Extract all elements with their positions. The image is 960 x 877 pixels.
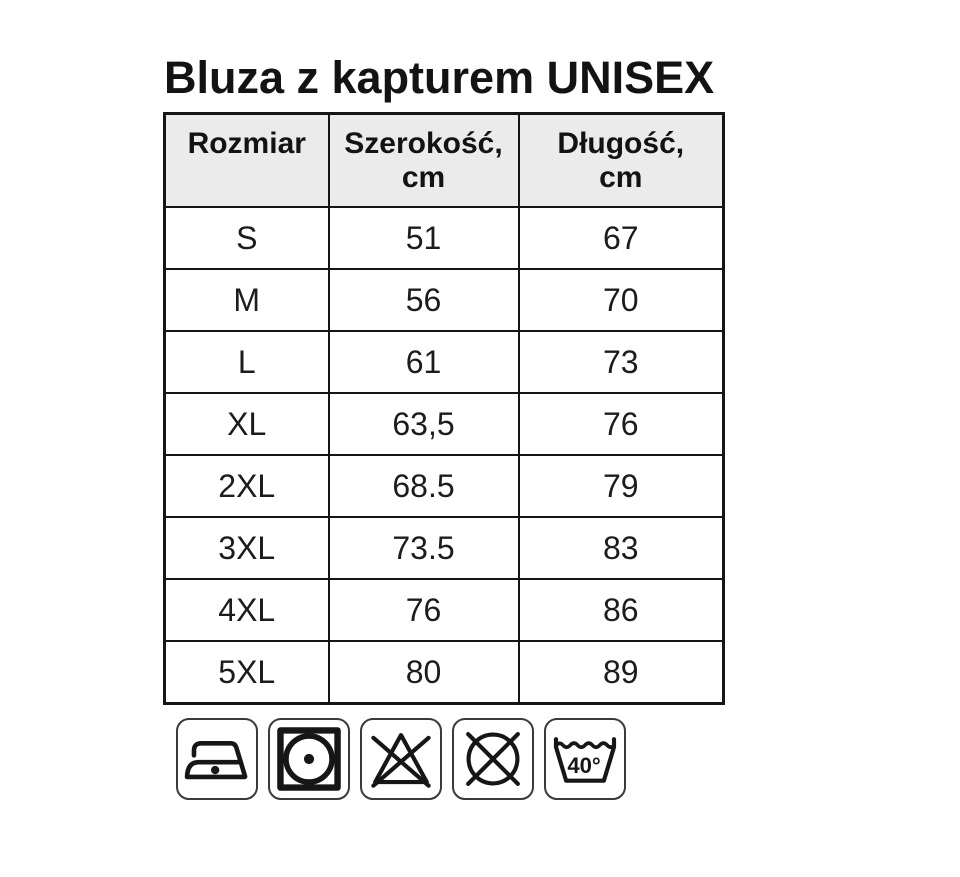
do-not-bleach-icon xyxy=(360,718,442,800)
size-cell: 4XL xyxy=(163,578,330,642)
table-row: S 51 67 xyxy=(163,206,725,270)
iron-one-dot-icon xyxy=(176,718,258,800)
page-title: Bluza z kapturem UNISEX xyxy=(164,52,715,103)
size-cell: XL xyxy=(163,392,330,456)
size-cell: 5XL xyxy=(163,640,330,705)
width-cell: 68.5 xyxy=(327,454,520,518)
table-row: XL 63,5 76 xyxy=(163,392,725,456)
wash-40-degrees-icon: 40° xyxy=(544,718,626,800)
length-cell: 67 xyxy=(517,206,725,270)
width-cell: 73.5 xyxy=(327,516,520,580)
column-unit xyxy=(167,161,327,195)
width-cell: 61 xyxy=(327,330,520,394)
size-cell: M xyxy=(163,268,330,332)
width-cell: 51 xyxy=(327,206,520,270)
column-header-dlugosc: Długość, cm xyxy=(517,112,725,208)
header-row: Rozmiar Szerokość, cm Długość, cm xyxy=(163,112,725,208)
length-cell: 70 xyxy=(517,268,725,332)
width-cell: 76 xyxy=(327,578,520,642)
size-cell: L xyxy=(163,330,330,394)
width-cell: 80 xyxy=(327,640,520,705)
column-header-rozmiar: Rozmiar xyxy=(163,112,330,208)
length-cell: 73 xyxy=(517,330,725,394)
column-label: Szerokość, xyxy=(344,126,503,160)
length-cell: 89 xyxy=(517,640,725,705)
length-cell: 86 xyxy=(517,578,725,642)
length-cell: 79 xyxy=(517,454,725,518)
table-row: L 61 73 xyxy=(163,330,725,394)
size-cell: 3XL xyxy=(163,516,330,580)
table-row: 4XL 76 86 xyxy=(163,578,725,642)
column-label: Rozmiar xyxy=(187,126,306,160)
size-cell: 2XL xyxy=(163,454,330,518)
table-row: 5XL 80 89 xyxy=(163,640,725,705)
width-cell: 63,5 xyxy=(327,392,520,456)
size-cell: S xyxy=(163,206,330,270)
column-unit: cm xyxy=(599,160,643,194)
tumble-dry-one-dot-icon xyxy=(268,718,350,800)
care-symbols-row: 40° xyxy=(176,718,626,800)
length-cell: 83 xyxy=(517,516,725,580)
do-not-dry-clean-icon xyxy=(452,718,534,800)
wash-temperature-label: 40° xyxy=(567,753,600,778)
column-unit: cm xyxy=(401,160,446,194)
length-cell: 76 xyxy=(517,392,725,456)
table-row: M 56 70 xyxy=(163,268,725,332)
table-row: 3XL 73.5 83 xyxy=(163,516,725,580)
table-row: 2XL 68.5 79 xyxy=(163,454,725,518)
column-header-szerokosc: Szerokość, cm xyxy=(327,112,520,208)
column-label: Długość, xyxy=(557,126,685,160)
size-table: Rozmiar Szerokość, cm Długość, cm S 51 6… xyxy=(163,112,725,705)
width-cell: 56 xyxy=(327,268,520,332)
